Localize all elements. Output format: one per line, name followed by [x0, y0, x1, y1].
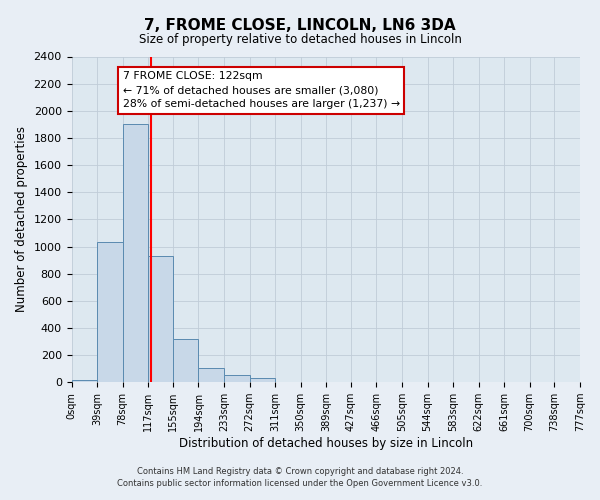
Text: 7 FROME CLOSE: 122sqm
← 71% of detached houses are smaller (3,080)
28% of semi-d: 7 FROME CLOSE: 122sqm ← 71% of detached … [122, 72, 400, 110]
Bar [224, 376, 250, 382]
Text: Size of property relative to detached houses in Lincoln: Size of property relative to detached ho… [139, 32, 461, 46]
Bar [148, 256, 173, 382]
Text: Contains HM Land Registry data © Crown copyright and database right 2024.
Contai: Contains HM Land Registry data © Crown c… [118, 466, 482, 487]
Y-axis label: Number of detached properties: Number of detached properties [15, 126, 28, 312]
Bar [97, 242, 122, 382]
Bar [122, 124, 148, 382]
X-axis label: Distribution of detached houses by size in Lincoln: Distribution of detached houses by size … [179, 437, 473, 450]
Bar [71, 380, 97, 382]
Bar [250, 378, 275, 382]
Bar [173, 340, 199, 382]
Text: 7, FROME CLOSE, LINCOLN, LN6 3DA: 7, FROME CLOSE, LINCOLN, LN6 3DA [144, 18, 456, 32]
Bar [199, 368, 224, 382]
